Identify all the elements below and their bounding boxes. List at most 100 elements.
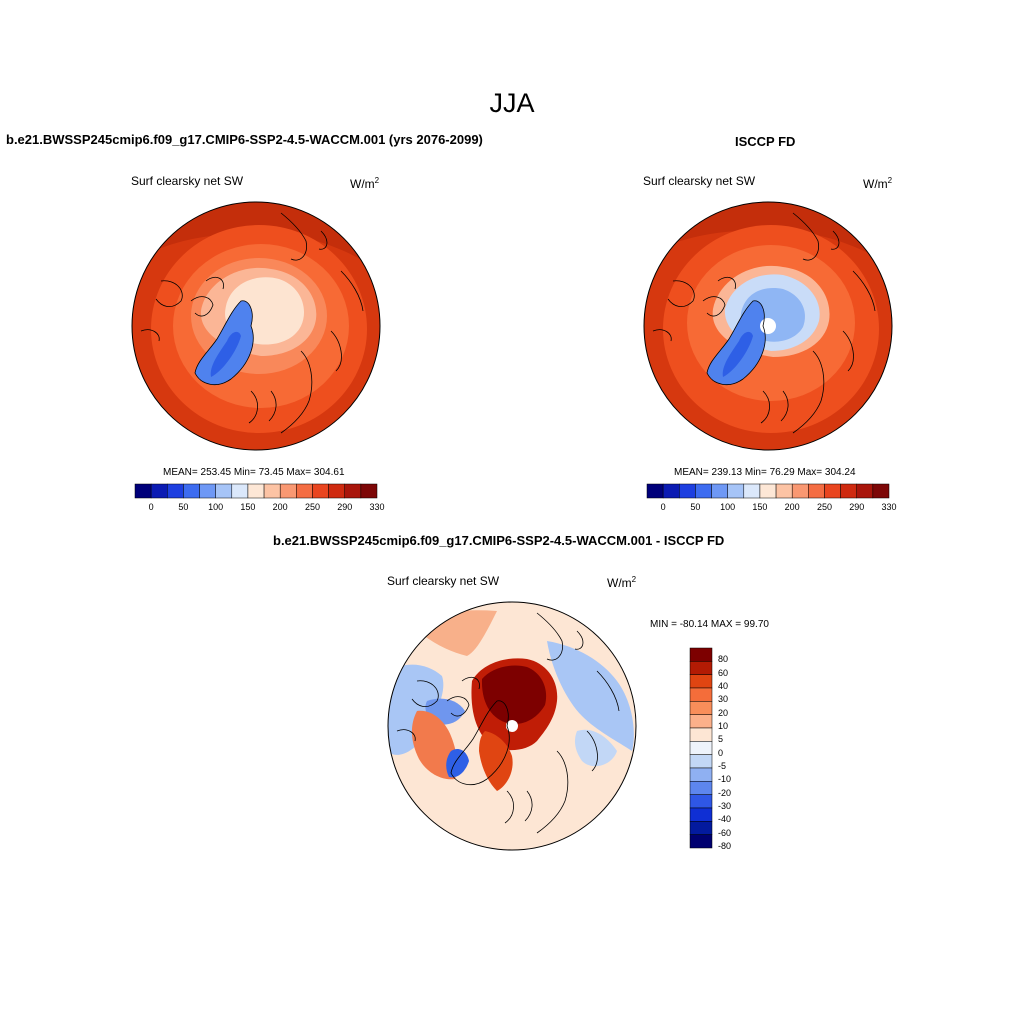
obs-colorbar-swatch xyxy=(646,483,664,499)
model-colorbar-swatch xyxy=(215,483,233,499)
diff-colorbar-tick-label: -10 xyxy=(718,774,732,785)
obs-colorbar-tick-label: 100 xyxy=(720,502,736,512)
diff-colorbar-tick-label: -40 xyxy=(718,814,732,825)
model-colorbar-swatch xyxy=(183,483,200,499)
obs-colorbar-swatch xyxy=(808,483,825,499)
diff-colorbar xyxy=(689,647,713,849)
diff-blue-west xyxy=(388,664,444,755)
diff-colorbar-swatch xyxy=(689,674,713,689)
diff-colorbar-swatch xyxy=(689,727,713,742)
obs-stats: MEAN= 239.13 Min= 76.29 Max= 304.24 xyxy=(674,467,856,478)
obs-greenland-core xyxy=(722,331,753,377)
diff-stats: MIN = -80.14 MAX = 99.70 xyxy=(650,619,769,630)
model-colorbar-swatch xyxy=(167,483,184,499)
obs-polar-map xyxy=(643,201,893,451)
model-colorbar-swatch xyxy=(344,483,362,499)
model-colorbar-tick-label: 200 xyxy=(272,502,288,512)
diff-colorbar-tick-label: 10 xyxy=(718,721,729,731)
diff-map-border xyxy=(387,601,637,851)
diff-colorbar-swatch xyxy=(689,714,713,729)
page-title: JJA xyxy=(489,88,535,118)
model-colorbar-tick-label: 330 xyxy=(369,502,385,512)
diff-colorbar-swatch xyxy=(689,834,713,849)
obs-colorbar-tick-label: 50 xyxy=(690,502,701,512)
model-colorbar-tick-label: 250 xyxy=(304,502,320,512)
obs-variable-label: Surf clearsky net SW xyxy=(643,174,756,188)
obs-colorbar-swatch xyxy=(695,483,712,499)
obs-colorbar-swatch xyxy=(840,483,857,499)
model-colorbar-tick-label: 100 xyxy=(208,502,224,512)
model-colorbar-ticks: 0 50 100 150 200 250 290 330 xyxy=(135,502,385,514)
obs-colorbar-swatch xyxy=(775,483,793,499)
diff-colorbar-tick-label: -20 xyxy=(718,787,732,798)
diff-colorbar-swatch xyxy=(689,647,713,662)
model-colorbar-swatch xyxy=(312,483,329,499)
obs-colorbar-swatch xyxy=(759,483,777,499)
model-map-border xyxy=(131,201,381,451)
obs-panel-title: ISCCP FD xyxy=(735,134,796,149)
diff-colorbar-tick-label: 5 xyxy=(718,734,724,745)
diff-colorbar-swatch xyxy=(689,781,713,795)
obs-colorbar-swatch xyxy=(743,483,761,499)
obs-units-label: W/m2 xyxy=(863,176,893,191)
model-panel-title: b.e21.BWSSP245cmip6.f09_g17.CMIP6-SSP2-4… xyxy=(6,132,483,147)
model-polar-map xyxy=(131,201,381,451)
model-colorbar-tick-label: 150 xyxy=(240,502,256,512)
obs-colorbar-tick-label: 290 xyxy=(849,502,865,512)
diff-red-greenland-e xyxy=(479,731,513,791)
diff-orange-greenland-w xyxy=(411,710,458,780)
diff-colorbar-tick-label: 60 xyxy=(718,667,729,678)
model-variable-label: Surf clearsky net SW xyxy=(131,174,244,188)
obs-greenland xyxy=(707,300,766,385)
diff-blue-east xyxy=(547,641,634,751)
model-colorbar-swatch xyxy=(296,483,313,499)
model-colorbar-swatch xyxy=(150,483,168,499)
obs-coastlines xyxy=(652,212,876,434)
model-units-label: W/m2 xyxy=(350,176,380,191)
obs-colorbar-tick-label: 330 xyxy=(881,502,897,512)
diff-colorbar-swatch xyxy=(689,754,713,769)
diff-colorbar-tick-label: 80 xyxy=(718,654,729,665)
model-colorbar-tick-label: 50 xyxy=(178,502,189,512)
obs-colorbar-swatch xyxy=(711,483,728,499)
model-coastlines xyxy=(140,212,364,434)
model-colorbar-swatch xyxy=(134,483,152,499)
model-greenland xyxy=(195,300,254,385)
model-colorbar-swatch xyxy=(231,483,249,499)
diff-colorbar-swatch xyxy=(689,741,713,755)
diff-variable-label: Surf clearsky net SW xyxy=(387,574,500,588)
diff-colorbar-ticks: 80 60 40 30 20 10 5 0 -5 -10 -20 -30 -40 -60 -80 xyxy=(718,648,758,851)
diff-coastlines xyxy=(396,612,620,834)
diff-darkred-core xyxy=(481,665,547,725)
obs-pole-hole xyxy=(760,318,776,334)
obs-colorbar-ticks: 0 50 100 150 200 250 290 330 xyxy=(647,502,897,514)
model-greenland-core xyxy=(210,331,241,377)
model-colorbar-swatch xyxy=(360,483,378,499)
model-colorbar-swatch xyxy=(279,483,297,499)
diff-colorbar-tick-label: 30 xyxy=(718,694,729,705)
diff-colorbar-swatch xyxy=(689,807,713,822)
diff-colorbar-tick-label: 20 xyxy=(718,707,729,718)
diff-colorbar-tick-label: -80 xyxy=(718,841,732,851)
diff-colorbar-swatch xyxy=(689,767,713,782)
obs-colorbar-swatch xyxy=(679,483,696,499)
diff-panel-title: b.e21.BWSSP245cmip6.f09_g17.CMIP6-SSP2-4… xyxy=(273,533,725,548)
model-colorbar-swatch xyxy=(199,483,216,499)
model-stats: MEAN= 253.45 Min= 73.45 Max= 304.61 xyxy=(163,467,345,478)
model-colorbar-swatch xyxy=(263,483,281,499)
diff-colorbar-tick-label: 0 xyxy=(718,747,724,758)
model-colorbar-tick-label: 0 xyxy=(148,502,154,512)
obs-colorbar-swatch xyxy=(824,483,841,499)
obs-colorbar-swatch xyxy=(856,483,874,499)
diff-colorbar-swatch xyxy=(689,794,713,809)
diff-colorbar-swatch xyxy=(689,701,713,715)
obs-colorbar-tick-label: 0 xyxy=(660,502,666,512)
diff-colorbar-tick-label: 40 xyxy=(718,681,729,691)
obs-colorbar-tick-label: 150 xyxy=(752,502,768,512)
obs-colorbar-swatch xyxy=(727,483,745,499)
model-colorbar-swatch xyxy=(247,483,265,499)
obs-colorbar-swatch xyxy=(791,483,809,499)
obs-map-border xyxy=(643,201,893,451)
obs-colorbar xyxy=(646,483,890,499)
diff-colorbar-tick-label: -5 xyxy=(718,761,727,771)
